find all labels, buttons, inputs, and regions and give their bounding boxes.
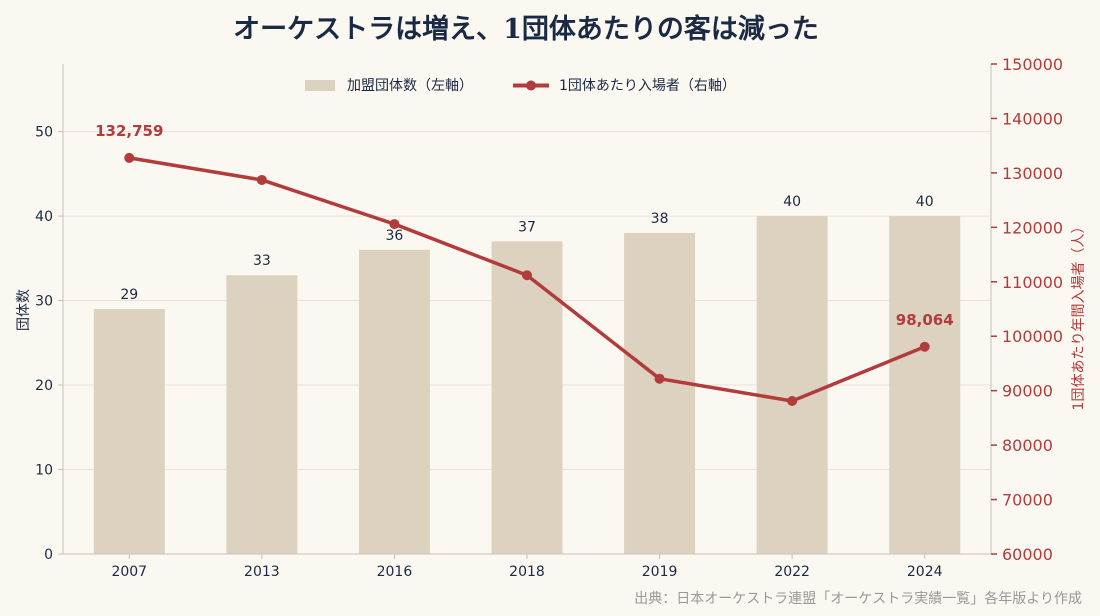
- right-tick-label-90000: 90000: [1002, 382, 1053, 401]
- right-tick-label-130000: 130000: [1002, 164, 1063, 183]
- left-tick-label-0: 0: [44, 547, 53, 563]
- bar-label-2013: 33: [253, 253, 271, 269]
- legend: 加盟団体数（左軸） 1団体あたり入場者（右軸）: [305, 78, 736, 94]
- left-tick-label-10: 10: [35, 463, 53, 479]
- x-axis-ticks: 2007 2013 2016 2018 2019 2022 2024: [111, 554, 943, 580]
- bar-2024: [889, 216, 961, 554]
- line-point-2013: [256, 174, 267, 185]
- line-series: [124, 152, 930, 407]
- bar-2013: [226, 275, 298, 554]
- bar-2019: [624, 232, 696, 554]
- bar-label-2022: 40: [783, 194, 801, 210]
- right-tick-label-60000: 60000: [1002, 545, 1053, 564]
- bar-2018: [491, 241, 563, 554]
- y-axis-left-label: 団体数: [16, 289, 32, 331]
- legend-bar-label: 加盟団体数（左軸）: [347, 78, 473, 94]
- right-tick-label-70000: 70000: [1002, 491, 1053, 510]
- x-tick-label-2024: 2024: [907, 564, 943, 580]
- legend-line-label: 1団体あたり入場者（右軸）: [559, 78, 736, 94]
- bar-label-2024: 40: [916, 194, 934, 210]
- chart-title: オーケストラは増え、1団体あたりの客は減った: [233, 13, 819, 45]
- point-label-2007: 132,759: [95, 122, 163, 140]
- right-tick-label-100000: 100000: [1002, 327, 1063, 346]
- x-tick-label-2013: 2013: [244, 564, 280, 580]
- x-tick-label-2007: 2007: [111, 564, 147, 580]
- left-tick-label-20: 20: [35, 378, 53, 394]
- line-point-2018: [522, 270, 532, 281]
- legend-line-marker: [526, 80, 536, 91]
- right-tick-label-80000: 80000: [1002, 436, 1053, 455]
- bar-label-2019: 38: [651, 211, 669, 227]
- left-tick-label-50: 50: [35, 125, 53, 141]
- bar-2007: [93, 309, 165, 554]
- left-tick-label-30: 30: [35, 294, 53, 310]
- right-tick-label-150000: 150000: [1002, 55, 1063, 74]
- x-tick-label-2018: 2018: [509, 564, 545, 580]
- right-tick-label-140000: 140000: [1002, 109, 1063, 128]
- line-point-2024: [919, 341, 930, 352]
- right-axis-ticks: 60000 70000 80000 90000 100000 110000 120000 13…: [991, 55, 1063, 564]
- right-tick-label-120000: 120000: [1002, 218, 1063, 237]
- y-axis-right-label: 1団体あたり年間入場者（人）: [1071, 220, 1087, 411]
- x-tick-label-2016: 2016: [377, 564, 413, 580]
- left-tick-label-40: 40: [35, 209, 53, 225]
- bar-label-2016: 36: [386, 228, 404, 244]
- left-axis-ticks: 0 10 20 30 40 50: [35, 125, 63, 563]
- source-note: 出典：日本オーケストラ連盟「オーケストラ実績一覧」各年版より作成: [634, 590, 1082, 607]
- bar-label-2018: 37: [518, 219, 536, 235]
- point-label-2024: 98,064: [896, 311, 954, 329]
- bar-labels: 29 33 36 37 38 40 40: [120, 194, 933, 303]
- line-point-2022: [787, 396, 798, 407]
- bar-2016: [358, 249, 430, 555]
- bar-series: [93, 216, 961, 555]
- right-tick-label-110000: 110000: [1002, 273, 1063, 292]
- line-point-2007: [124, 152, 135, 163]
- line-point-2016: [389, 219, 400, 230]
- line-point-2019: [654, 373, 665, 384]
- legend-bar-swatch: [305, 80, 335, 91]
- bar-2022: [756, 216, 828, 554]
- x-tick-label-2019: 2019: [642, 564, 678, 580]
- x-tick-label-2022: 2022: [774, 564, 810, 580]
- point-labels: 132,759 98,064: [95, 122, 954, 329]
- bar-label-2007: 29: [120, 287, 138, 303]
